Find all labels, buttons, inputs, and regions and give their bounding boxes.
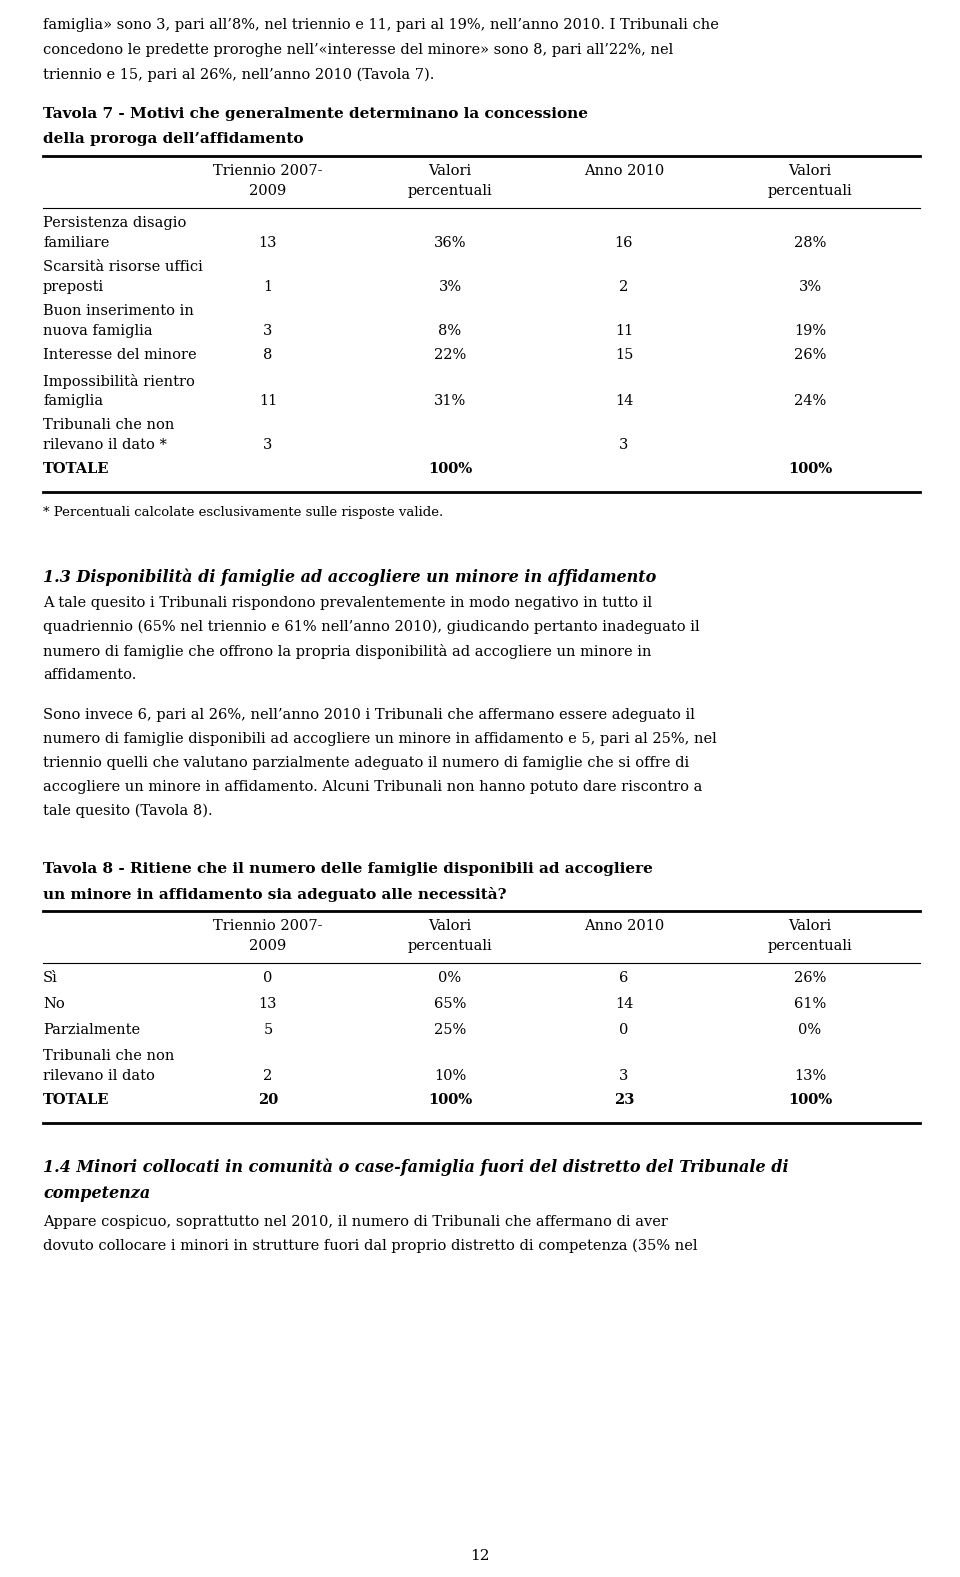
Text: Scarsità risorse uffici: Scarsità risorse uffici: [43, 260, 203, 274]
Text: numero di famiglie che offrono la propria disponibilità ad accogliere un minore : numero di famiglie che offrono la propri…: [43, 643, 652, 659]
Text: rilevano il dato: rilevano il dato: [43, 1069, 155, 1083]
Text: 100%: 100%: [428, 462, 472, 476]
Text: 14: 14: [614, 394, 634, 408]
Text: 13: 13: [259, 997, 277, 1011]
Text: famiglia» sono 3, pari all’8%, nel triennio e 11, pari al 19%, nell’anno 2010. I: famiglia» sono 3, pari all’8%, nel trien…: [43, 17, 719, 32]
Text: Parzialmente: Parzialmente: [43, 1023, 140, 1038]
Text: 23: 23: [613, 1093, 635, 1107]
Text: 2009: 2009: [250, 185, 287, 199]
Text: preposti: preposti: [43, 281, 105, 293]
Text: 31%: 31%: [434, 394, 467, 408]
Text: Triennio 2007-: Triennio 2007-: [213, 919, 323, 934]
Text: numero di famiglie disponibili ad accogliere un minore in affidamento e 5, pari : numero di famiglie disponibili ad accogl…: [43, 732, 717, 746]
Text: 11: 11: [259, 394, 277, 408]
Text: un minore in affidamento sia adeguato alle necessità?: un minore in affidamento sia adeguato al…: [43, 886, 507, 902]
Text: 28%: 28%: [794, 237, 827, 251]
Text: rilevano il dato *: rilevano il dato *: [43, 438, 167, 453]
Text: 25%: 25%: [434, 1023, 467, 1038]
Text: 100%: 100%: [788, 462, 832, 476]
Text: tale quesito (Tavola 8).: tale quesito (Tavola 8).: [43, 804, 212, 818]
Text: 3: 3: [619, 438, 629, 453]
Text: Impossibilità rientro: Impossibilità rientro: [43, 374, 195, 390]
Text: 3: 3: [619, 1069, 629, 1083]
Text: 65%: 65%: [434, 997, 467, 1011]
Text: Persistenza disagio: Persistenza disagio: [43, 216, 186, 230]
Text: 3: 3: [263, 438, 273, 453]
Text: 12: 12: [470, 1549, 490, 1563]
Text: 10%: 10%: [434, 1069, 467, 1083]
Text: 100%: 100%: [788, 1093, 832, 1107]
Text: Valori: Valori: [788, 919, 831, 934]
Text: Sì: Sì: [43, 971, 58, 986]
Text: accogliere un minore in affidamento. Alcuni Tribunali non hanno potuto dare risc: accogliere un minore in affidamento. Alc…: [43, 781, 703, 793]
Text: 0%: 0%: [439, 971, 462, 986]
Text: 20: 20: [258, 1093, 278, 1107]
Text: 8%: 8%: [439, 323, 462, 337]
Text: 0: 0: [619, 1023, 629, 1038]
Text: della proroga dell’affidamento: della proroga dell’affidamento: [43, 132, 303, 147]
Text: Appare cospicuo, soprattutto nel 2010, il numero di Tribunali che affermano di a: Appare cospicuo, soprattutto nel 2010, i…: [43, 1214, 668, 1228]
Text: 14: 14: [614, 997, 634, 1011]
Text: percentuali: percentuali: [768, 185, 852, 199]
Text: famiglia: famiglia: [43, 394, 103, 408]
Text: Tavola 8 - Ritiene che il numero delle famiglie disponibili ad accogliere: Tavola 8 - Ritiene che il numero delle f…: [43, 863, 653, 875]
Text: 3%: 3%: [439, 281, 462, 293]
Text: nuova famiglia: nuova famiglia: [43, 323, 153, 337]
Text: 5: 5: [263, 1023, 273, 1038]
Text: triennio e 15, pari al 26%, nell’anno 2010 (Tavola 7).: triennio e 15, pari al 26%, nell’anno 20…: [43, 68, 434, 82]
Text: concedono le predette proroghe nell’«interesse del minore» sono 8, pari all’22%,: concedono le predette proroghe nell’«int…: [43, 43, 673, 57]
Text: dovuto collocare i minori in strutture fuori dal proprio distretto di competenza: dovuto collocare i minori in strutture f…: [43, 1240, 698, 1254]
Text: Anno 2010: Anno 2010: [584, 164, 664, 178]
Text: 16: 16: [614, 237, 634, 251]
Text: 13%: 13%: [794, 1069, 827, 1083]
Text: percentuali: percentuali: [408, 938, 492, 953]
Text: 24%: 24%: [794, 394, 827, 408]
Text: 0%: 0%: [799, 1023, 822, 1038]
Text: 2: 2: [619, 281, 629, 293]
Text: TOTALE: TOTALE: [43, 462, 109, 476]
Text: 11: 11: [614, 323, 634, 337]
Text: 19%: 19%: [794, 323, 826, 337]
Text: percentuali: percentuali: [768, 938, 852, 953]
Text: competenza: competenza: [43, 1184, 151, 1202]
Text: percentuali: percentuali: [408, 185, 492, 199]
Text: familiare: familiare: [43, 237, 109, 251]
Text: 61%: 61%: [794, 997, 827, 1011]
Text: TOTALE: TOTALE: [43, 1093, 109, 1107]
Text: Tribunali che non: Tribunali che non: [43, 418, 175, 432]
Text: Valori: Valori: [428, 164, 471, 178]
Text: 0: 0: [263, 971, 273, 986]
Text: affidamento.: affidamento.: [43, 669, 136, 681]
Text: 26%: 26%: [794, 971, 827, 986]
Text: Buon inserimento in: Buon inserimento in: [43, 304, 194, 319]
Text: 8: 8: [263, 349, 273, 363]
Text: quadriennio (65% nel triennio e 61% nell’anno 2010), giudicando pertanto inadegu: quadriennio (65% nel triennio e 61% nell…: [43, 620, 700, 634]
Text: 1.4 Minori collocati in comunità o case-famiglia fuori del distretto del Tribuna: 1.4 Minori collocati in comunità o case-…: [43, 1159, 788, 1176]
Text: Valori: Valori: [788, 164, 831, 178]
Text: 3: 3: [263, 323, 273, 337]
Text: Sono invece 6, pari al 26%, nell’anno 2010 i Tribunali che affermano essere adeg: Sono invece 6, pari al 26%, nell’anno 20…: [43, 708, 695, 722]
Text: 36%: 36%: [434, 237, 467, 251]
Text: Anno 2010: Anno 2010: [584, 919, 664, 934]
Text: 2009: 2009: [250, 938, 287, 953]
Text: 15: 15: [614, 349, 634, 363]
Text: No: No: [43, 997, 64, 1011]
Text: 3%: 3%: [799, 281, 822, 293]
Text: 1: 1: [263, 281, 273, 293]
Text: 26%: 26%: [794, 349, 827, 363]
Text: 6: 6: [619, 971, 629, 986]
Text: A tale quesito i Tribunali rispondono prevalentemente in modo negativo in tutto : A tale quesito i Tribunali rispondono pr…: [43, 596, 652, 610]
Text: Interesse del minore: Interesse del minore: [43, 349, 197, 363]
Text: * Percentuali calcolate esclusivamente sulle risposte valide.: * Percentuali calcolate esclusivamente s…: [43, 506, 444, 519]
Text: 2: 2: [263, 1069, 273, 1083]
Text: triennio quelli che valutano parzialmente adeguato il numero di famiglie che si : triennio quelli che valutano parzialment…: [43, 755, 689, 770]
Text: 100%: 100%: [428, 1093, 472, 1107]
Text: Tavola 7 - Motivi che generalmente determinano la concessione: Tavola 7 - Motivi che generalmente deter…: [43, 107, 588, 121]
Text: Tribunali che non: Tribunali che non: [43, 1049, 175, 1063]
Text: Valori: Valori: [428, 919, 471, 934]
Text: 22%: 22%: [434, 349, 467, 363]
Text: Triennio 2007-: Triennio 2007-: [213, 164, 323, 178]
Text: 13: 13: [259, 237, 277, 251]
Text: 1.3 Disponibilità di famiglie ad accogliere un minore in affidamento: 1.3 Disponibilità di famiglie ad accogli…: [43, 568, 657, 585]
